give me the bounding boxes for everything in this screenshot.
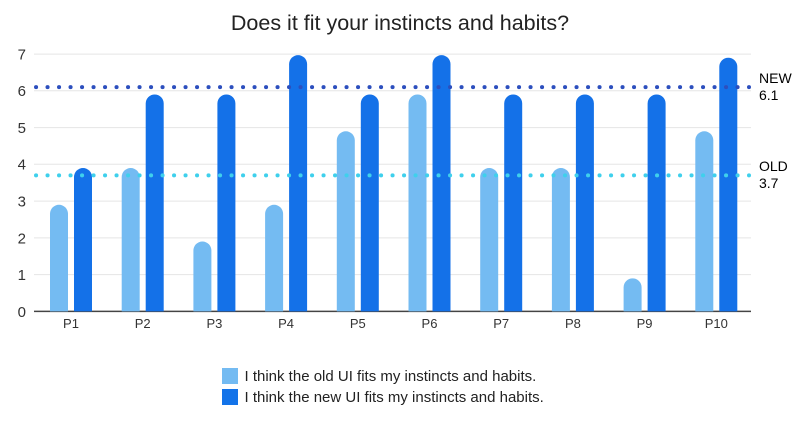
- svg-text:P7: P7: [493, 316, 509, 331]
- svg-text:P10: P10: [705, 316, 728, 331]
- svg-text:P6: P6: [422, 316, 438, 331]
- svg-text:P4: P4: [278, 316, 294, 331]
- svg-text:4: 4: [18, 157, 26, 174]
- svg-text:3: 3: [18, 194, 26, 211]
- svg-text:6: 6: [18, 83, 26, 100]
- svg-text:1: 1: [18, 267, 26, 284]
- svg-text:P3: P3: [206, 316, 222, 331]
- svg-text:5: 5: [18, 120, 26, 137]
- svg-text:P5: P5: [350, 316, 366, 331]
- svg-text:P1: P1: [63, 316, 79, 331]
- svg-text:0: 0: [18, 304, 26, 321]
- svg-text:P8: P8: [565, 316, 581, 331]
- svg-text:2: 2: [18, 230, 26, 247]
- svg-text:P2: P2: [135, 316, 151, 331]
- svg-text:7: 7: [18, 47, 26, 64]
- svg-text:P9: P9: [637, 316, 653, 331]
